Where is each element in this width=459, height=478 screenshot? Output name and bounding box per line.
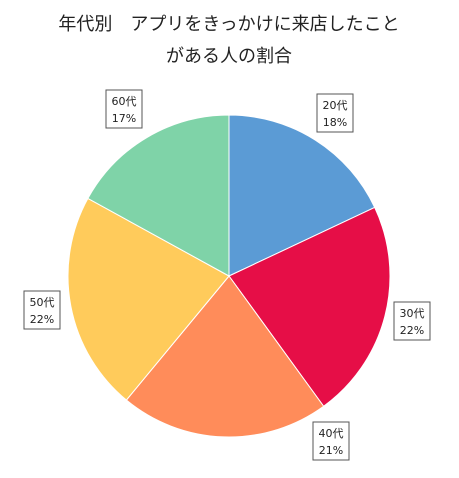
data-label-category: 50代 bbox=[30, 296, 55, 309]
data-label-box bbox=[316, 93, 354, 133]
pie-slice-2 bbox=[228, 206, 391, 407]
data-label-category: 20代 bbox=[323, 99, 348, 112]
data-label-box bbox=[312, 421, 350, 461]
data-label-category: 60代 bbox=[112, 95, 137, 108]
data-label-box bbox=[23, 290, 61, 330]
data-label-value: 17% bbox=[112, 112, 136, 125]
data-label-value: 18% bbox=[323, 116, 347, 129]
data-label-box bbox=[105, 89, 143, 129]
pie-slice-4 bbox=[67, 197, 230, 401]
data-label-category: 40代 bbox=[319, 427, 344, 440]
data-label-category: 30代 bbox=[400, 307, 425, 320]
data-label-value: 22% bbox=[30, 313, 54, 326]
pie-slices bbox=[67, 114, 391, 438]
data-label-value: 21% bbox=[319, 444, 343, 457]
pie-slice-1 bbox=[228, 114, 376, 277]
pie-slice-5 bbox=[87, 114, 230, 277]
chart-title-line-1: 年代別 アプリをきっかけに来店したこと bbox=[58, 14, 399, 35]
pie-slice-3 bbox=[125, 275, 325, 438]
chart-title-line-2: がある人の割合 bbox=[166, 46, 292, 67]
data-label-box bbox=[393, 301, 431, 341]
data-label-value: 22% bbox=[400, 324, 424, 337]
